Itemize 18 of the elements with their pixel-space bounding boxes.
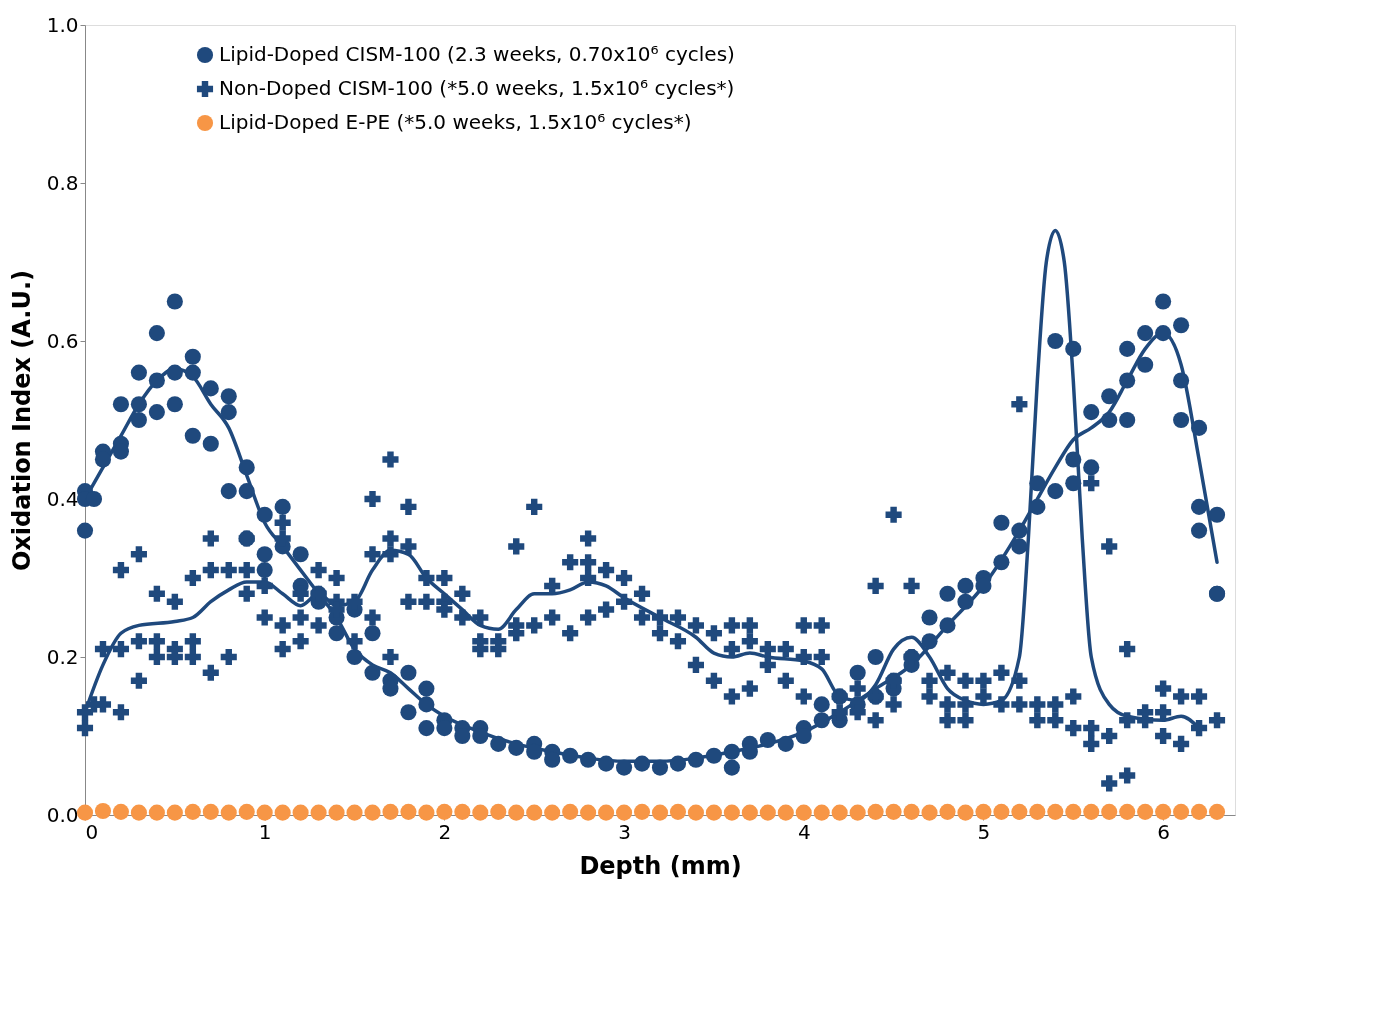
legend-label: Non-Doped CISM-100 (*5.0 weeks, 1.5x10⁶ cycles*) [219, 76, 735, 100]
x-tick-label: 6 [1157, 819, 1170, 844]
y-tick-label: 0.8 [46, 170, 79, 195]
x-tick-label: 0 [85, 819, 99, 844]
legend-label: Lipid-Doped CISM-100 (2.3 weeks, 0.70x10⁶ cycles) [219, 42, 735, 66]
legend-label: Lipid-Doped E-PE (*5.0 weeks, 1.5x10⁶ cycles*) [219, 110, 692, 134]
x-axis-title: Depth (mm) [579, 851, 742, 880]
y-tick-label: 0.4 [46, 486, 79, 511]
y-axis-title: Oxidation Index (A.U.) [7, 269, 36, 572]
x-tick-label: 4 [797, 819, 811, 844]
x-tick-label: 5 [977, 819, 991, 844]
x-tick-label: 3 [618, 819, 631, 844]
y-tick-label: 0.2 [46, 644, 79, 669]
y-tick-label: 0.0 [46, 802, 79, 827]
x-tick-label: 2 [438, 819, 452, 844]
x-tick-label: 1 [258, 819, 272, 844]
y-tick-label: 0.6 [46, 328, 79, 353]
y-tick-label: 1.0 [46, 12, 79, 37]
